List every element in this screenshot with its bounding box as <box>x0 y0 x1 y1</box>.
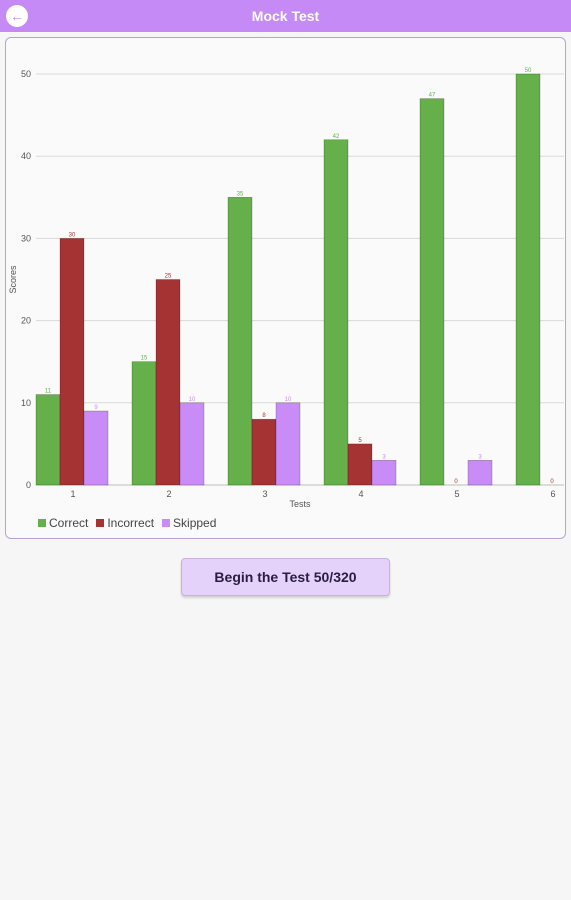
y-tick-label: 0 <box>26 480 31 490</box>
data-label: 10 <box>189 397 196 403</box>
data-label: 42 <box>333 134 340 140</box>
x-tick-label: 1 <box>70 489 75 499</box>
data-label: 8 <box>262 413 266 419</box>
bar <box>35 394 61 486</box>
y-tick-label: 10 <box>21 398 31 408</box>
legend-swatch <box>162 519 171 527</box>
data-label: 9 <box>94 405 98 411</box>
y-tick-label: 30 <box>21 233 31 243</box>
data-label: 5 <box>358 438 362 444</box>
data-label: 25 <box>165 274 172 280</box>
bar <box>419 98 445 486</box>
bar <box>251 418 277 486</box>
bar <box>515 73 541 486</box>
bar <box>371 460 397 486</box>
data-label: 30 <box>69 232 76 238</box>
bar <box>323 139 349 486</box>
data-label: 50 <box>525 68 532 74</box>
data-label: 47 <box>429 93 436 99</box>
bar <box>467 460 493 486</box>
x-tick-label: 4 <box>358 489 363 499</box>
legend-label: Incorrect <box>107 516 155 530</box>
data-label: 0 <box>550 479 554 485</box>
legend-swatch <box>96 519 105 527</box>
app-bar: ← Mock Test <box>0 0 571 32</box>
chart-card: 0 10 20 30 40 50 Scores 11 30 9 1 15 25 10 2 35 8 10 3 42 5 3… <box>5 37 566 539</box>
bar <box>155 279 181 486</box>
x-axis-label: Tests <box>289 499 311 509</box>
page-title: Mock Test <box>251 8 320 24</box>
bar <box>131 361 157 486</box>
y-tick-label: 20 <box>21 316 31 326</box>
legend-item: Skipped <box>162 516 216 530</box>
y-axis-label: Scores <box>8 265 18 294</box>
legend-item: Incorrect <box>96 516 154 530</box>
legend-label: Correct <box>49 516 89 530</box>
x-tick-label: 5 <box>454 489 459 499</box>
y-tick-label: 50 <box>21 69 31 79</box>
bar <box>59 238 85 486</box>
data-label: 3 <box>382 454 386 460</box>
bar <box>83 410 109 486</box>
data-label: 3 <box>478 454 482 460</box>
x-tick-label: 2 <box>166 489 171 499</box>
y-tick-label: 40 <box>21 151 31 161</box>
bar <box>179 402 205 486</box>
begin-test-button[interactable]: Begin the Test 50/320 <box>181 558 390 596</box>
bar <box>347 443 373 486</box>
data-label: 15 <box>141 356 148 362</box>
bar <box>227 197 253 486</box>
chart-legend: Correct Incorrect Skipped <box>38 516 216 530</box>
data-label: 11 <box>45 389 52 395</box>
data-label: 35 <box>237 191 244 197</box>
legend-swatch <box>38 519 46 527</box>
data-label: 0 <box>454 479 458 485</box>
legend-item: Correct <box>38 516 88 530</box>
data-label: 10 <box>285 397 292 403</box>
legend-label: Skipped <box>173 516 217 530</box>
back-arrow-icon[interactable]: ← <box>6 5 28 27</box>
bar-chart: 01020304050Scores11309115251023581034253… <box>8 68 564 509</box>
bar <box>275 402 301 486</box>
x-tick-label: 6 <box>550 489 555 499</box>
x-tick-label: 3 <box>262 489 267 499</box>
